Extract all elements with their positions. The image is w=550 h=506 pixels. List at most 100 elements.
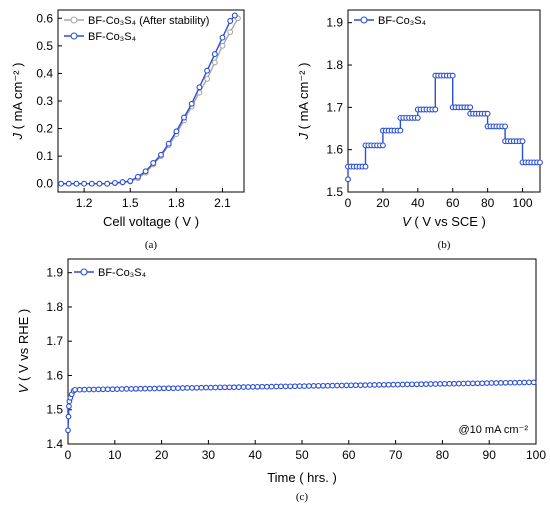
panel-c-xtick-label: 100	[526, 448, 546, 462]
panel-b-ytick-label: 1.9	[326, 16, 343, 30]
panel-c-point	[357, 382, 364, 389]
panel-b-point	[345, 176, 351, 183]
panel-c-point	[390, 381, 397, 388]
panel-c-point	[502, 379, 509, 386]
panel-b-point	[432, 106, 439, 113]
panel-a-point	[150, 160, 157, 166]
panel-c-point	[493, 380, 500, 386]
panel-c-ylabel: V ( V vs RHE )	[16, 309, 31, 394]
panel-c-point	[245, 384, 252, 390]
panel-c-ytick-label: 1.8	[46, 300, 63, 314]
panel-c-point	[100, 386, 106, 393]
panel-c-point	[455, 380, 462, 387]
panel-c-ytick-label: 1.9	[46, 266, 63, 280]
panel-c-xlabel: Time ( hrs. )	[267, 470, 337, 485]
panel-a-point	[127, 178, 134, 184]
panel-b-chart: 0 20 40 60 80 100 1.5 1.6 1.7 1.8 1.9 BF-Co₃S₄ V (…	[296, 9, 543, 251]
panel-c-point	[128, 386, 135, 392]
panel-c-point	[338, 382, 345, 389]
panel-c-point	[165, 385, 172, 392]
panel-b-xtick-label: 60	[446, 196, 460, 210]
panel-b-point	[449, 72, 456, 79]
panel-a-point	[165, 140, 172, 147]
panel-c-point	[409, 381, 415, 388]
panel-a-ytick-label: 0.5	[36, 39, 53, 53]
panel-c-xtick-label: 10	[108, 448, 122, 462]
panel-c-point	[212, 384, 219, 391]
panel-c-point	[240, 384, 247, 390]
panel-a-point	[231, 12, 238, 19]
panel-b-point	[397, 127, 404, 134]
panel-c-point	[418, 381, 425, 388]
panel-a-point	[158, 151, 164, 158]
panel-c-point	[292, 383, 298, 390]
panel-c-point	[516, 379, 523, 386]
panel-a-point	[142, 168, 149, 175]
panel-c-xtick-label: 70	[389, 448, 403, 462]
panel-c-point	[151, 385, 158, 392]
panel-c-point	[498, 380, 504, 386]
panel-c-point	[231, 384, 237, 391]
panel-c-point	[315, 382, 322, 389]
panel-b-point	[467, 104, 474, 111]
panel-b-frame	[347, 9, 541, 193]
panel-a-point	[134, 173, 141, 180]
panel-a-point	[181, 114, 187, 121]
panel-c-legend: BF-Co₃S₄	[74, 267, 147, 279]
panel-c-point	[367, 382, 373, 388]
panel-a-point	[219, 42, 226, 49]
panel-c-point	[66, 403, 72, 410]
panel-c-point	[104, 386, 111, 393]
panel-c-xtick-label: 30	[202, 448, 216, 462]
panel-a-xtick-label: 1.5	[122, 196, 139, 210]
panel-b-point	[519, 138, 526, 145]
panel-a-point	[111, 179, 118, 186]
panel-c-point	[189, 385, 195, 391]
panel-b-ticks: 0 20 40 60 80 100 1.5 1.6 1.7 1.8 1.9	[326, 16, 533, 210]
panel-b-legend: BF-Co₃S₄	[354, 15, 427, 27]
panel-c-xtick-label: 50	[295, 448, 309, 462]
panel-c-point	[273, 383, 280, 390]
panel-c-point	[198, 384, 205, 391]
panel-b-caption: (b)	[438, 239, 451, 251]
panel-c-point	[287, 383, 294, 390]
panel-c-point	[268, 383, 275, 390]
panel-a-point	[227, 29, 234, 36]
panel-c-ticks: 0 10 20 30 40 50 60 70 80 90 100 1.4 1.5 1.6 1.7 1.8 1.9	[46, 266, 546, 462]
panel-c-point	[479, 380, 486, 387]
panel-c-xtick-label: 90	[483, 448, 497, 462]
panel-c-caption: (c)	[296, 491, 309, 503]
panel-a-ticks: 1.2 1.5 1.8 2.1 0.0 0.1 0.2 0.3 0.4 0.5 0.6	[36, 11, 231, 210]
panel-c-point	[469, 380, 476, 387]
panel-c-point	[175, 385, 181, 391]
panel-c-point	[446, 380, 453, 387]
panel-c-point	[451, 380, 457, 387]
panel-c-point	[465, 380, 471, 387]
panel-c-series	[65, 379, 537, 434]
panel-a-point	[96, 180, 103, 187]
panel-a-point	[188, 100, 195, 107]
panel-b-xlabel: V ( V vs SCE )	[402, 214, 486, 229]
panel-c-point	[203, 384, 209, 391]
panel-c-point	[395, 381, 401, 388]
panel-c-point	[259, 383, 266, 390]
panel-c-ytick-label: 1.7	[46, 334, 63, 348]
panel-c-point	[301, 383, 308, 389]
panel-a-point	[204, 75, 211, 82]
panel-c-point	[381, 381, 387, 388]
panel-a-legend: BF-Co₃S₄ (After stability) BF-Co₃S₄	[64, 15, 209, 43]
panel-b-legend-marker	[360, 16, 368, 24]
panel-a-point	[88, 180, 95, 187]
panel-c-point	[530, 379, 537, 386]
panel-c-point	[413, 381, 420, 388]
panel-a-ytick-label: 0.0	[36, 177, 53, 191]
panel-c-point	[404, 381, 411, 388]
panel-b-ylabel: J ( mA cm⁻² )	[296, 63, 311, 141]
panel-a-xlabel: Cell voltage ( V )	[103, 214, 199, 229]
panel-a-point	[227, 18, 234, 24]
panel-a-ytick-label: 0.2	[36, 122, 53, 136]
panel-c-xtick-label: 60	[342, 448, 356, 462]
panel-c-legend-label: BF-Co₃S₄	[98, 267, 147, 279]
panel-c-ytick-label: 1.5	[46, 403, 63, 417]
